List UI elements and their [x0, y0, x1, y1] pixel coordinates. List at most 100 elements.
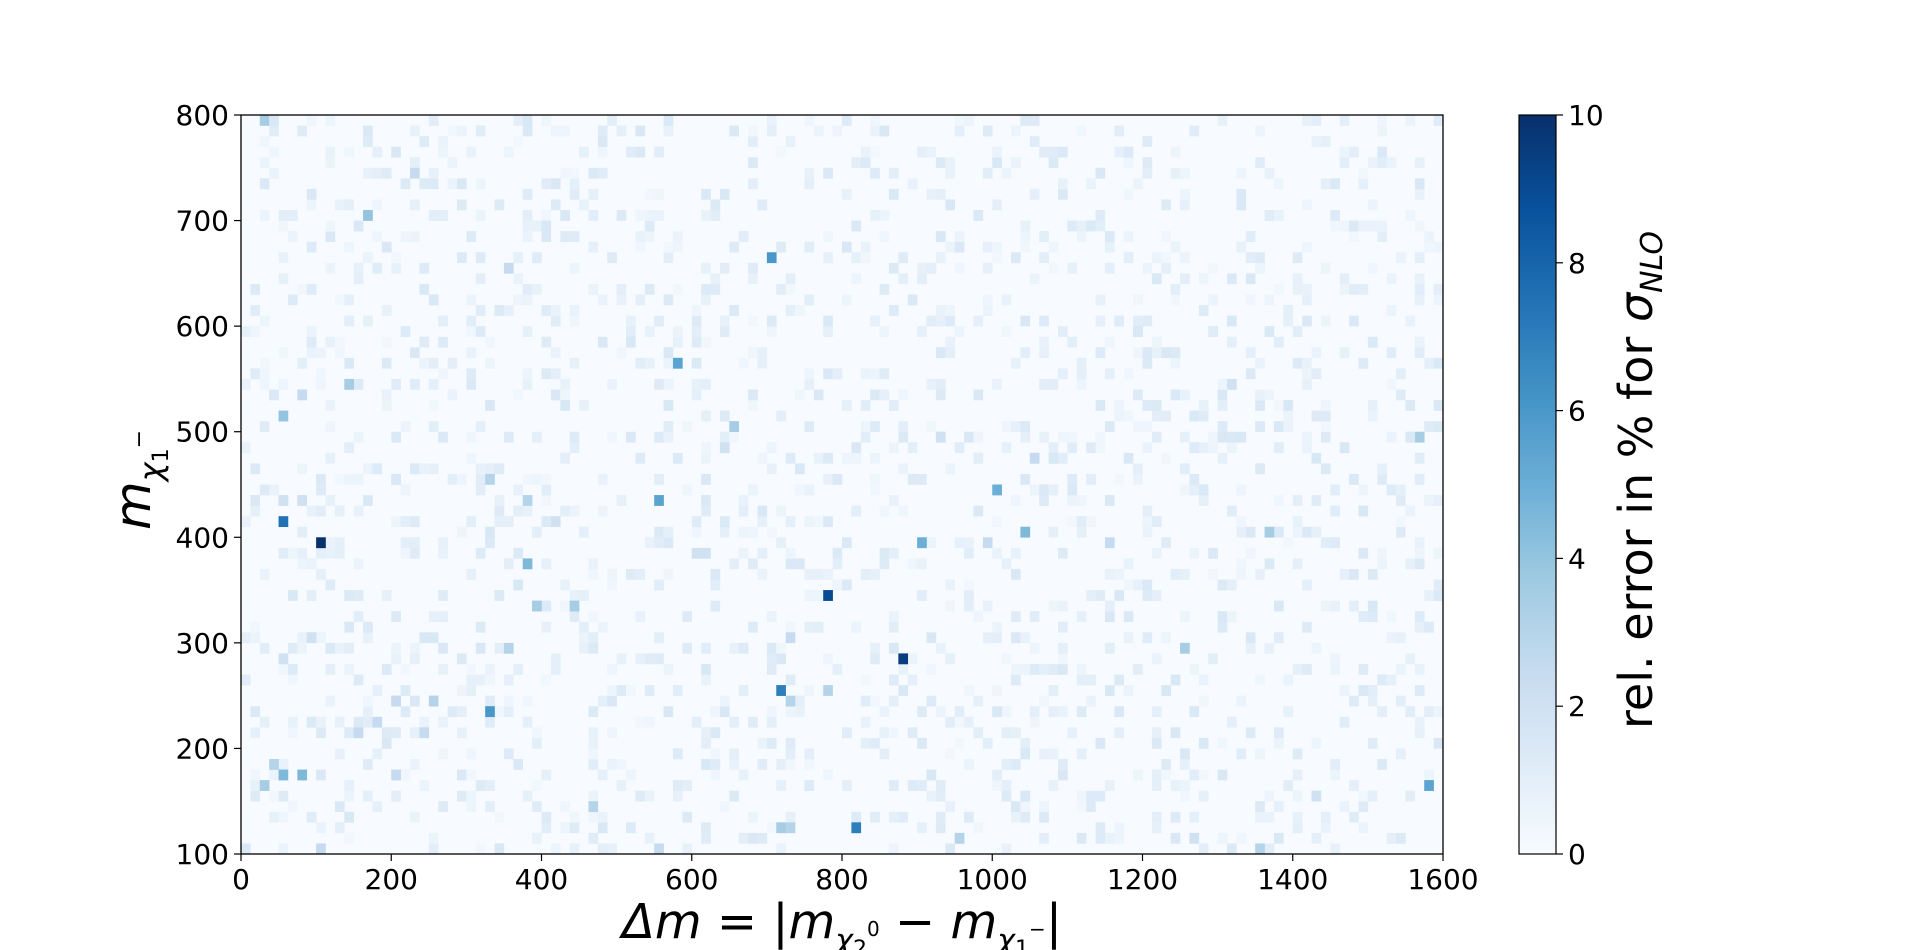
heatmap-cell-bg: [701, 758, 711, 770]
heatmap-cell-bg: [1414, 252, 1425, 264]
heatmap-cell-bg: [1433, 495, 1444, 506]
heatmap-cell-bg: [569, 431, 580, 443]
heatmap-cell-bg: [757, 568, 768, 580]
heatmap-cell-bg: [1302, 378, 1312, 390]
heatmap-cell-bg: [1349, 473, 1359, 485]
heatmap-cell-bg: [663, 421, 674, 433]
heatmap-cell-bg: [907, 558, 918, 570]
heatmap-cell-bg: [569, 178, 580, 190]
heatmap-cell-bg: [1076, 706, 1087, 718]
heatmap-cell-bg: [1095, 822, 1106, 834]
heatmap-cell-bg: [428, 463, 439, 475]
heatmap-cell-bg: [278, 811, 289, 823]
heatmap-cell-bg: [1189, 547, 1200, 559]
heatmap-cell: [1133, 326, 1143, 337]
heatmap-cell-bg: [466, 769, 477, 781]
heatmap-cell-bg: [475, 326, 486, 337]
heatmap-cell-bg: [1142, 632, 1153, 644]
heatmap-cell-bg: [475, 252, 486, 264]
heatmap-cell-bg: [259, 716, 270, 728]
heatmap-cell-bg: [926, 663, 937, 675]
heatmap-cell-bg: [1367, 568, 1378, 580]
heatmap-cell-bg: [522, 790, 533, 802]
heatmap-cell-bg: [719, 410, 730, 422]
heatmap-cell: [982, 537, 993, 549]
heatmap-cell-bg: [926, 537, 937, 549]
heatmap-cell-bg: [907, 653, 918, 665]
heatmap-cell-bg: [588, 210, 599, 221]
heatmap-cell-bg: [1048, 146, 1059, 158]
heatmap-cell-bg: [1302, 526, 1312, 538]
heatmap-cell-bg: [569, 843, 580, 855]
heatmap-cell-bg: [550, 389, 561, 401]
heatmap-cell: [550, 516, 561, 528]
heatmap-cell-bg: [466, 790, 477, 802]
heatmap-cell-bg: [428, 210, 439, 221]
heatmap-cell-bg: [1048, 262, 1059, 274]
heatmap-cell-bg: [738, 357, 749, 369]
heatmap-cell-bg: [757, 199, 768, 211]
heatmap-cell-bg: [1076, 368, 1087, 380]
heatmap-cell-bg: [569, 590, 580, 601]
heatmap-cell: [823, 590, 833, 601]
heatmap-cell: [428, 695, 439, 707]
heatmap-cell-bg: [860, 252, 871, 264]
heatmap-cell-bg: [363, 621, 373, 633]
heatmap-cell-bg: [588, 727, 599, 739]
heatmap-cell: [456, 178, 467, 190]
heatmap-cell-bg: [316, 568, 326, 580]
heatmap-cell-bg: [353, 431, 364, 443]
heatmap-cell-bg: [259, 357, 270, 369]
heatmap-cell-bg: [334, 294, 345, 306]
heatmap-cell-bg: [1339, 115, 1350, 126]
heatmap-cell-bg: [438, 146, 448, 158]
heatmap-cell-bg: [1170, 357, 1181, 369]
heatmap-cell: [1414, 431, 1425, 443]
heatmap-cell-bg: [1170, 347, 1181, 359]
heatmap-cell-bg: [982, 262, 993, 274]
heatmap-cell-bg: [325, 115, 336, 126]
heatmap-cell-bg: [1011, 157, 1021, 169]
heatmap-cell-bg: [654, 579, 664, 591]
heatmap-cell-bg: [400, 484, 411, 496]
heatmap-cell-bg: [541, 305, 552, 316]
heatmap-cell-bg: [1142, 347, 1153, 359]
heatmap-cell-bg: [438, 642, 448, 654]
heatmap-cell-bg: [654, 473, 664, 485]
heatmap-cell-bg: [541, 210, 552, 221]
heatmap-cell-bg: [1255, 421, 1265, 433]
heatmap-cell-bg: [964, 579, 974, 591]
heatmap-cell-bg: [879, 389, 890, 401]
heatmap-cell-bg: [1433, 400, 1444, 411]
y-tick-label: 600: [176, 310, 229, 343]
heatmap-cell-bg: [1330, 653, 1341, 665]
heatmap-cell-bg: [334, 537, 345, 549]
heatmap-cell-bg: [654, 210, 664, 221]
heatmap-cell-bg: [503, 674, 514, 686]
heatmap-cell-bg: [428, 611, 439, 623]
heatmap-cell-bg: [823, 653, 833, 665]
heatmap-cell-bg: [973, 315, 984, 327]
heatmap-cell-bg: [287, 590, 298, 601]
heatmap-cell-bg: [804, 685, 815, 696]
heatmap-cell-bg: [701, 262, 711, 274]
heatmap-cell-bg: [672, 790, 683, 802]
heatmap-cell-bg: [710, 210, 721, 221]
heatmap-cell-bg: [503, 558, 514, 570]
heatmap-cell-bg: [550, 125, 561, 137]
heatmap-cell-bg: [588, 706, 599, 718]
heatmap-cell-bg: [1358, 822, 1369, 834]
heatmap-cell-bg: [1396, 663, 1406, 675]
heatmap-cell-bg: [1405, 505, 1416, 517]
heatmap-cell-bg: [757, 357, 768, 369]
heatmap-cell-bg: [241, 632, 251, 644]
heatmap-cell-bg: [1057, 769, 1068, 781]
heatmap-cell-bg: [1048, 748, 1059, 760]
heatmap-cell-bg: [926, 315, 937, 327]
heatmap-cell-bg: [297, 283, 308, 295]
heatmap-cell-bg: [1057, 706, 1068, 718]
heatmap-cell-bg: [870, 315, 880, 327]
heatmap-cell-bg: [1302, 579, 1312, 591]
heatmap-cell-bg: [1396, 368, 1406, 380]
heatmap-cell-bg: [898, 811, 909, 823]
